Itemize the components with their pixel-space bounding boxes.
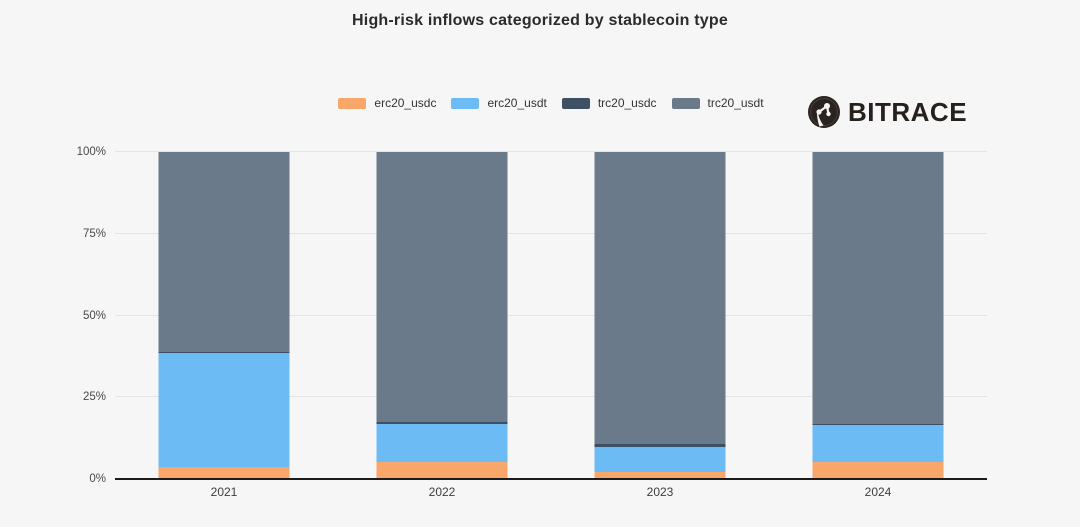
legend-swatch-trc20_usdt xyxy=(671,97,700,109)
bar-segment-2022-erc20_usdt[interactable] xyxy=(376,423,508,462)
bar-segment-2022-trc20_usdt[interactable] xyxy=(376,152,508,423)
bar-slot-2022: 2022 xyxy=(333,152,551,499)
x-tick-label-2022: 2022 xyxy=(428,485,456,499)
bar-segment-2023-trc20_usdt[interactable] xyxy=(594,152,726,444)
bar-segment-2024-trc20_usdt[interactable] xyxy=(812,152,944,424)
bitrace-logo-icon xyxy=(807,95,841,129)
x-tick-label-2024: 2024 xyxy=(864,485,892,499)
legend-item-trc20_usdt[interactable]: trc20_usdt xyxy=(671,96,764,110)
gridline-25 xyxy=(115,396,987,398)
legend-label: erc20_usdt xyxy=(487,96,547,110)
bar-segment-2023-erc20_usdc[interactable] xyxy=(594,471,726,479)
chart-legend: erc20_usdc erc20_usdt trc20_usdc trc20_usdt xyxy=(115,96,987,110)
stacked-bar-2024[interactable] xyxy=(812,152,944,479)
x-tick-label-2021: 2021 xyxy=(210,485,238,499)
bar-slot-2021: 2021 xyxy=(115,152,333,499)
legend-item-erc20_usdt[interactable]: erc20_usdt xyxy=(451,96,547,110)
legend-swatch-trc20_usdc xyxy=(561,97,590,109)
bitrace-logo-text: BITRACE xyxy=(848,97,968,127)
legend-item-trc20_usdc[interactable]: trc20_usdc xyxy=(561,96,657,110)
bar-slot-2024: 2024 xyxy=(769,152,987,499)
chart-plot: 0% 25% 50% 75% 100% 2021 2022 2023 2024 xyxy=(77,146,987,499)
bar-segment-2021-erc20_usdt[interactable] xyxy=(158,353,290,467)
y-tick-label-0: 0% xyxy=(89,473,106,485)
bar-segment-2021-trc20_usdc[interactable] xyxy=(158,351,290,354)
legend-swatch-erc20_usdt xyxy=(451,97,480,109)
bar-segment-2022-erc20_usdc[interactable] xyxy=(376,462,508,479)
bitrace-logo: BITRACE xyxy=(807,95,967,129)
gridline-100 xyxy=(115,151,987,152)
bar-segment-2024-trc20_usdc[interactable] xyxy=(812,423,944,426)
legend-label: trc20_usdt xyxy=(707,96,764,110)
legend-item-erc20_usdc[interactable]: erc20_usdc xyxy=(338,96,436,110)
bar-segment-2022-trc20_usdc[interactable] xyxy=(376,422,508,424)
bar-segment-2021-erc20_usdc[interactable] xyxy=(158,466,290,479)
legend-label: trc20_usdc xyxy=(597,96,657,110)
gridline-50 xyxy=(115,314,987,316)
y-tick-label-50: 50% xyxy=(82,309,106,322)
bar-slot-2023: 2023 xyxy=(551,152,769,499)
stacked-bar-2023[interactable] xyxy=(594,152,726,479)
legend-label: erc20_usdc xyxy=(374,96,437,110)
x-tick-label-2023: 2023 xyxy=(646,485,674,499)
bar-segment-2024-erc20_usdc[interactable] xyxy=(812,462,944,479)
y-tick-label-100: 100% xyxy=(76,146,106,158)
y-tick-label-25: 25% xyxy=(82,391,106,404)
x-axis-line xyxy=(115,478,987,480)
bar-segment-2024-erc20_usdt[interactable] xyxy=(812,425,944,462)
stacked-bar-2021[interactable] xyxy=(158,152,290,479)
gridline-75 xyxy=(115,232,987,234)
bar-segment-2023-trc20_usdc[interactable] xyxy=(594,443,726,447)
legend-swatch-erc20_usdc xyxy=(338,97,367,109)
bar-segment-2023-erc20_usdt[interactable] xyxy=(594,446,726,472)
stacked-bar-2022[interactable] xyxy=(376,152,508,479)
bar-segment-2021-trc20_usdt[interactable] xyxy=(158,152,290,352)
y-tick-label-75: 75% xyxy=(82,227,106,240)
page-title: High-risk inflows categorized by stablec… xyxy=(352,12,728,29)
